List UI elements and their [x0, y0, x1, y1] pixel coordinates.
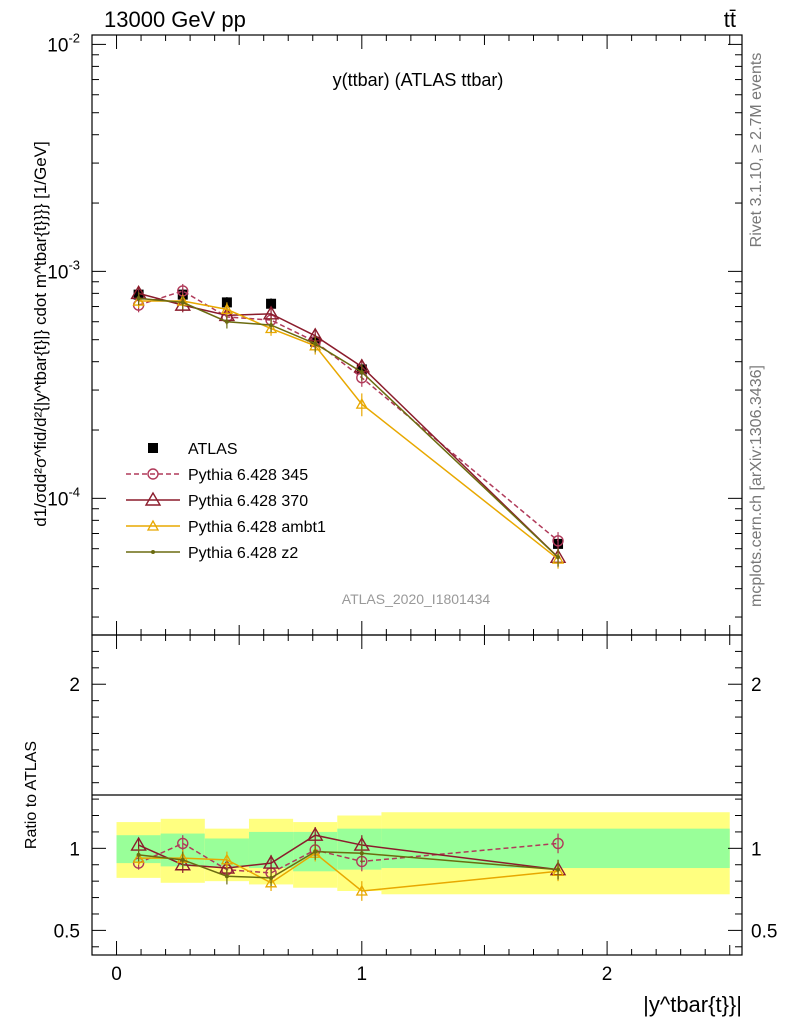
ratio-data-point [306, 826, 324, 841]
data-point [269, 323, 274, 328]
legend-label: Pythia 6.428 345 [188, 467, 308, 484]
legend-label: Pythia 6.428 z2 [188, 545, 298, 562]
legend-marker [151, 550, 155, 554]
series-line [138, 292, 559, 558]
legend-marker [144, 491, 162, 506]
ratio-panel: 0.5 0.5 1 1 2 2 0 1 2 Ratio to ATLAS |y^tbar{t}}… [23, 634, 777, 1017]
legend: ATLAS Pythia 6.428 345 Pythia 6.428 370 Pyt… [126, 441, 326, 562]
ratio-data-point [220, 853, 234, 865]
ratio-x-tick-label: 0 [111, 964, 122, 985]
ratio-data-point [174, 856, 191, 871]
chart-title: y(ttbar) (ATLAS ttbar) [333, 70, 504, 90]
ratio-y-tick-label-right: 1 [751, 839, 762, 860]
series-0 [133, 288, 564, 551]
ratio-data-point [262, 854, 280, 869]
legend-marker [147, 468, 159, 480]
ratio-data-point [552, 837, 564, 850]
rivet-label: Rivet 3.1.10, ≥ 2.7M events [748, 53, 765, 248]
data-point [266, 298, 277, 309]
data-point [359, 370, 364, 375]
mcplots-label: mcplots.cern.ch [arXiv:1306.3436] [748, 365, 765, 607]
data-point [136, 296, 141, 301]
process-label: tt̄ [724, 7, 736, 32]
main-panel: 10-4 10-3 10-2 y(ttbar) (ATLAS ttbar) ATLA… [31, 30, 743, 636]
legend-label: Pythia 6.428 ambt1 [188, 519, 326, 536]
ratio-y-tick-label: 2 [69, 675, 80, 696]
main-y-axis-label: d1/σdd²σ^fid/d²{|y^tbar{t}|} cdot m^tbar… [31, 141, 50, 526]
ratio-data-point [359, 851, 364, 856]
energy-label: 13000 GeV pp [104, 7, 246, 32]
ratio-data-point [556, 867, 561, 872]
ratio-frame [91, 634, 743, 956]
ratio-y-tick-label: 1 [69, 839, 80, 860]
ratio-data-point [132, 851, 145, 863]
ratio-inner-band [337, 828, 382, 870]
x-axis-label: |y^tbar{t}}| [643, 992, 742, 1017]
data-point [264, 322, 278, 334]
series-1 [132, 283, 564, 551]
main-series-layer [130, 283, 567, 569]
data-point [220, 303, 234, 315]
ratio-y-axis-label: Ratio to ATLAS [23, 741, 40, 849]
legend-label: Pythia 6.428 370 [188, 493, 308, 510]
ratio-data-point [136, 852, 141, 857]
main-y-tick-label: 10-4 [47, 484, 80, 510]
series-4 [136, 292, 561, 567]
ratio-data-point [177, 837, 189, 850]
ratio-series-layer [130, 826, 567, 901]
data-point [552, 535, 564, 547]
ratio-y-tick-label: 0.5 [54, 921, 80, 942]
ratio-x-tick-label: 2 [602, 964, 613, 985]
ratio-data-point [224, 874, 229, 879]
ratio-data-point [313, 849, 318, 854]
main-axes-layer: 10-4 10-3 10-2 [47, 30, 742, 635]
legend-marker [146, 519, 160, 531]
ratio-data-point [355, 884, 368, 896]
legend-marker [148, 443, 158, 453]
data-point [313, 341, 318, 346]
ratio-y-tick-label-right: 2 [751, 675, 762, 696]
data-point [556, 555, 561, 560]
ratio-x-tick-label: 1 [357, 964, 368, 985]
data-point [355, 397, 368, 409]
ratio-axes-layer: 0.5 0.5 1 1 2 2 0 1 2 [54, 635, 777, 985]
data-point [224, 319, 229, 324]
ratio-series-3 [136, 843, 561, 887]
ratio-data-point [264, 876, 278, 888]
data-point [180, 300, 185, 305]
legend-label: ATLAS [188, 441, 238, 458]
analysis-label: ATLAS_2020_I1801434 [342, 591, 491, 607]
main-y-tick-label: 10-2 [47, 30, 80, 56]
main-y-tick-label: 10-3 [47, 257, 80, 283]
ratio-data-point [269, 875, 274, 880]
ratio-data-point [180, 857, 185, 862]
ratio-y-tick-label-right: 0.5 [751, 921, 777, 942]
